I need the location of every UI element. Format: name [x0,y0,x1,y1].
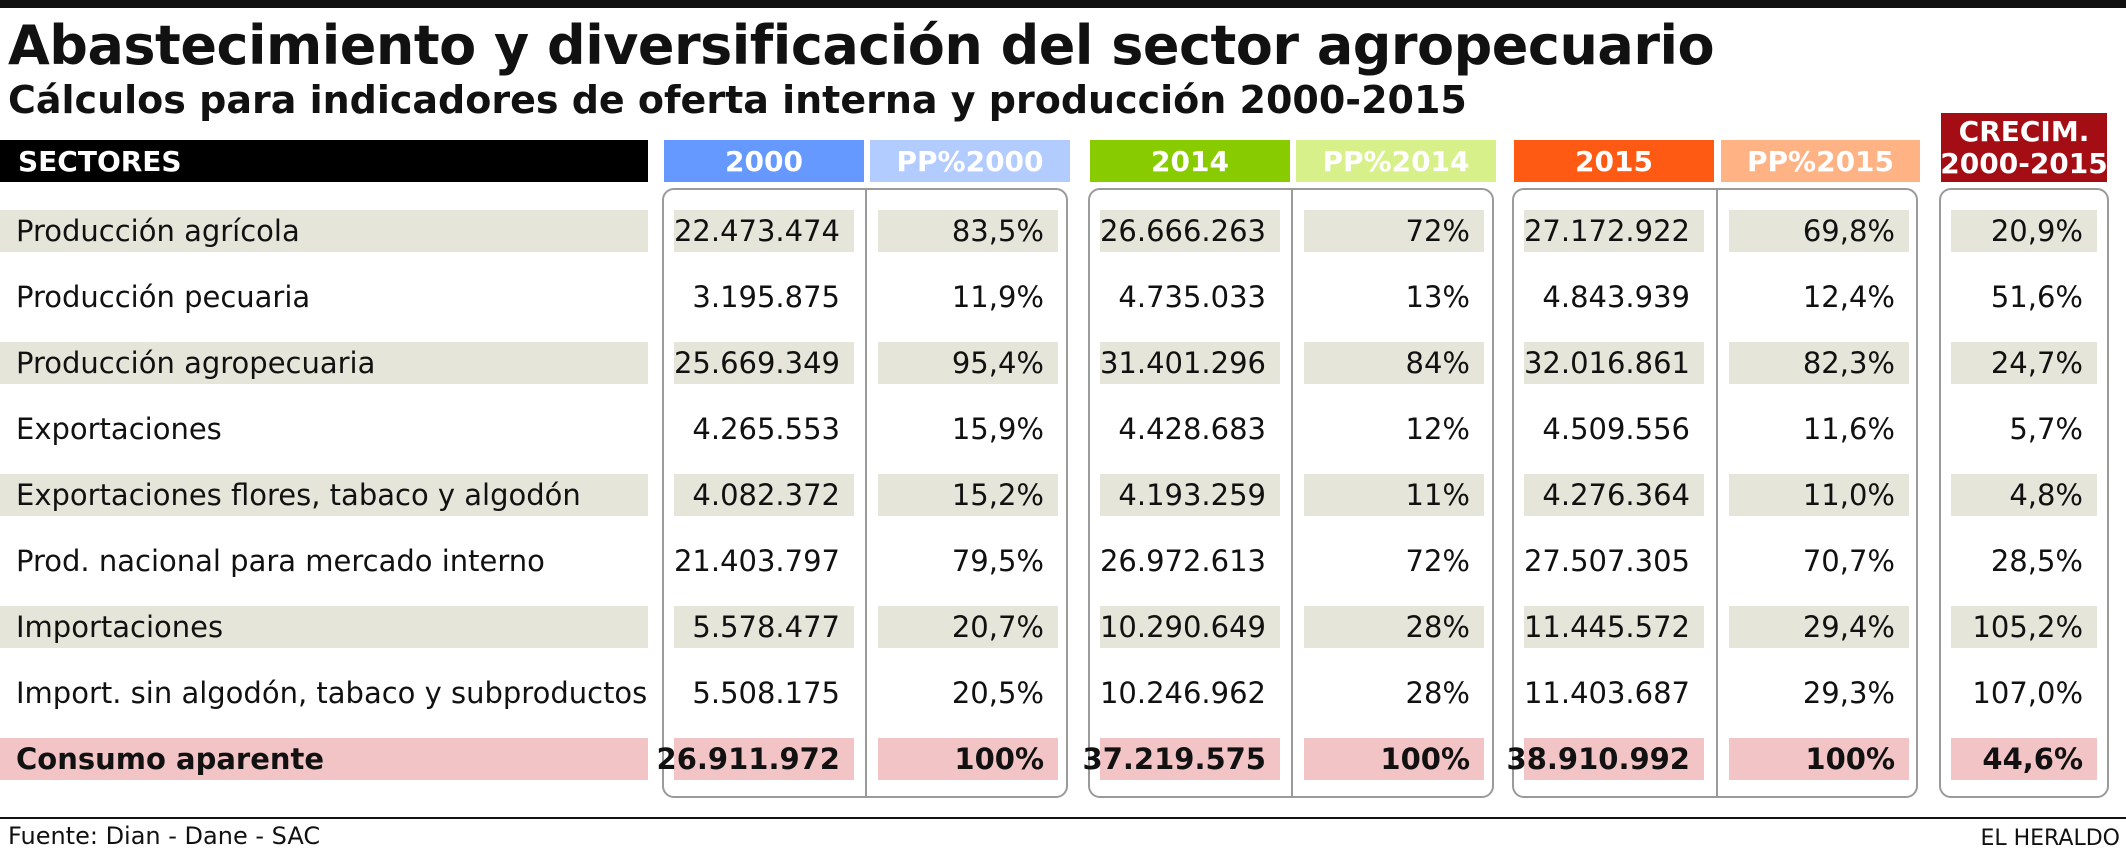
brand-credit: EL HERALDO [1980,826,2120,851]
cell-2015: 11.403.687 [1523,676,1690,710]
cell-pp2014: 28% [1304,606,1484,648]
cell-pp2000: 20,7% [878,606,1058,648]
cell-pp2000: 15,9% [951,412,1044,446]
cell-pp2000: 95,4% [878,342,1058,384]
cell-2014: 4.193.259 [1100,474,1280,516]
cell-crecim: 28,5% [1990,544,2083,578]
cell-2015: 4.509.556 [1542,412,1690,446]
row-label: Exportaciones [16,412,222,446]
cell-crecim: 44,6% [1951,738,2097,780]
cell-2014: 4.428.683 [1118,412,1266,446]
cell-pp2015: 69,8% [1729,210,1909,252]
cell-pp2014: 13% [1405,280,1470,314]
row-label: Importaciones [0,606,648,648]
header-crecim: CRECIM. 2000-2015 [1940,113,2108,182]
header-2015: 2015 [1514,140,1714,182]
row-label: Producción pecuaria [16,280,311,314]
cell-2000: 26.911.972 [657,738,854,780]
cell-2014: 37.219.575 [1083,738,1280,780]
header-crecim-line1: CRECIM. [1958,114,2090,148]
cell-pp2015: 29,3% [1802,676,1895,710]
cell-pp2014: 84% [1304,342,1484,384]
cell-2000: 4.082.372 [674,474,854,516]
group-2015-divider [1716,188,1718,798]
cell-pp2014: 12% [1405,412,1470,446]
cell-pp2015: 70,7% [1802,544,1895,578]
group-2015-frame [1512,188,1918,798]
cell-2000: 5.508.175 [692,676,840,710]
cell-2000: 4.265.553 [692,412,840,446]
cell-2000: 22.473.474 [674,210,854,252]
cell-2000: 25.669.349 [674,342,854,384]
cell-pp2015: 29,4% [1729,606,1909,648]
cell-crecim: 107,0% [1972,676,2083,710]
cell-pp2014: 72% [1405,544,1470,578]
row-label: Import. sin algodón, tabaco y subproduct… [16,676,648,710]
row-label: Prod. nacional para mercado interno [16,544,545,578]
cell-crecim: 51,6% [1990,280,2083,314]
cell-pp2015: 11,0% [1729,474,1909,516]
group-crecim-frame [1939,188,2109,798]
row-label: Exportaciones flores, tabaco y algodón [0,474,648,516]
cell-pp2000: 15,2% [878,474,1058,516]
cell-2015: 11.445.572 [1524,606,1704,648]
cell-2015: 32.016.861 [1524,342,1704,384]
cell-pp2014: 72% [1304,210,1484,252]
header-pp2015: PP%2015 [1721,140,1920,182]
cell-crecim: 20,9% [1951,210,2097,252]
cell-pp2000: 79,5% [951,544,1044,578]
group-2014-divider [1291,188,1293,798]
cell-crecim: 4,8% [1951,474,2097,516]
cell-2000: 3.195.875 [692,280,840,314]
header-2014: 2014 [1090,140,1290,182]
cell-2014: 10.290.649 [1100,606,1280,648]
cell-2014: 4.735.033 [1118,280,1266,314]
cell-crecim: 5,7% [2009,412,2083,446]
cell-pp2015: 12,4% [1802,280,1895,314]
cell-2014: 10.246.962 [1099,676,1266,710]
cell-2000: 21.403.797 [673,544,840,578]
header-sectores: SECTORES [0,140,648,182]
cell-2014: 31.401.296 [1100,342,1280,384]
cell-pp2015: 82,3% [1729,342,1909,384]
header-2000: 2000 [664,140,864,182]
header-pp2000: PP%2000 [870,140,1070,182]
page-title: Abastecimiento y diversificación del sec… [8,14,1715,77]
cell-2015: 38.910.992 [1507,738,1704,780]
page-subtitle: Cálculos para indicadores de oferta inte… [8,78,1467,122]
header-crecim-line2: 2000-2015 [1940,146,2108,180]
header-pp2014: PP%2014 [1296,140,1496,182]
cell-pp2000: 100% [878,738,1058,780]
row-label: Producción agropecuaria [0,342,648,384]
top-rule [0,0,2126,8]
row-label: Consumo aparente [0,738,648,780]
cell-2014: 26.972.613 [1099,544,1266,578]
cell-pp2000: 11,9% [951,280,1044,314]
cell-2014: 26.666.263 [1100,210,1280,252]
cell-pp2000: 83,5% [878,210,1058,252]
cell-pp2015: 100% [1729,738,1909,780]
cell-pp2014: 28% [1405,676,1470,710]
cell-pp2014: 100% [1304,738,1484,780]
cell-crecim: 105,2% [1951,606,2097,648]
bottom-rule [0,817,2126,819]
cell-crecim: 24,7% [1951,342,2097,384]
cell-2015: 27.507.305 [1523,544,1690,578]
cell-2015: 4.843.939 [1542,280,1690,314]
cell-2015: 4.276.364 [1524,474,1704,516]
cell-pp2015: 11,6% [1802,412,1895,446]
source-note: Fuente: Dian - Dane - SAC [8,822,321,850]
cell-2015: 27.172.922 [1524,210,1704,252]
cell-2000: 5.578.477 [674,606,854,648]
cell-pp2000: 20,5% [951,676,1044,710]
group-2000-divider [865,188,867,798]
row-label: Producción agrícola [0,210,648,252]
cell-pp2014: 11% [1304,474,1484,516]
